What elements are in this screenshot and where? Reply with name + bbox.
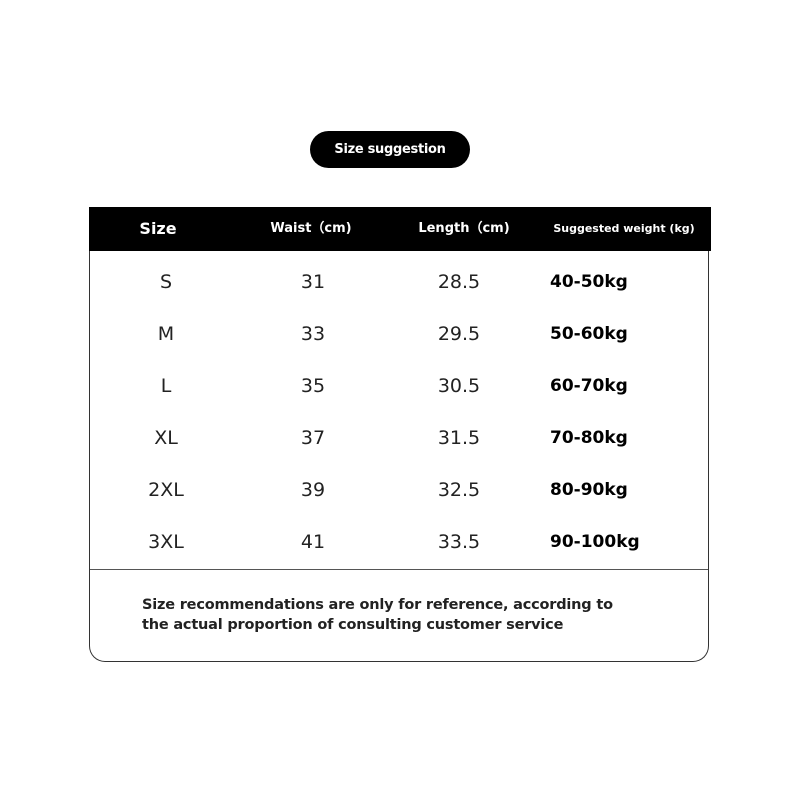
table-row: XL 37 31.5 70-80kg [90, 412, 710, 464]
table-row: 3XL 41 33.5 90-100kg [90, 516, 710, 568]
size-cell: 2XL [148, 479, 184, 501]
note-line: Size recommendations are only for refere… [142, 597, 613, 613]
header-size: Size [139, 219, 177, 238]
length-cell: 32.5 [437, 479, 481, 501]
header-weight: Suggested weight (kg) [553, 222, 695, 235]
weight-cell: 40-50kg [550, 272, 628, 292]
size-table: Size Waist（cm) Length（cm) Suggested weig… [89, 207, 711, 662]
size-cell: XL [154, 427, 178, 449]
length-cell: 31.5 [437, 427, 481, 449]
title-text: Size suggestion [334, 142, 446, 157]
weight-cell: 70-80kg [550, 428, 628, 448]
header-waist: Waist（cm) [270, 221, 352, 236]
table-row: S 31 28.5 40-50kg [90, 256, 710, 308]
size-cell: S [159, 271, 173, 293]
note: Size recommendations are only for refere… [142, 595, 613, 635]
size-cell: L [160, 375, 172, 397]
waist-cell: 39 [300, 479, 326, 501]
table-row: L 35 30.5 60-70kg [90, 360, 710, 412]
table-row: 2XL 39 32.5 80-90kg [90, 464, 710, 516]
divider [90, 569, 708, 570]
weight-cell: 50-60kg [550, 324, 628, 344]
waist-cell: 41 [300, 531, 326, 553]
table-header: Size Waist（cm) Length（cm) Suggested weig… [89, 207, 711, 251]
length-cell: 30.5 [437, 375, 481, 397]
weight-cell: 90-100kg [550, 532, 640, 552]
length-cell: 29.5 [437, 323, 481, 345]
size-cell: M [157, 323, 175, 345]
note-line: the actual proportion of consulting cust… [142, 617, 564, 633]
waist-cell: 31 [300, 271, 326, 293]
length-cell: 33.5 [437, 531, 481, 553]
waist-cell: 33 [300, 323, 326, 345]
weight-cell: 60-70kg [550, 376, 628, 396]
size-cell: 3XL [148, 531, 184, 553]
weight-cell: 80-90kg [550, 480, 628, 500]
waist-cell: 35 [300, 375, 326, 397]
table-row: M 33 29.5 50-60kg [90, 308, 710, 360]
header-length: Length（cm) [418, 221, 510, 236]
waist-cell: 37 [300, 427, 326, 449]
length-cell: 28.5 [437, 271, 481, 293]
title-badge: Size suggestion [310, 131, 470, 168]
